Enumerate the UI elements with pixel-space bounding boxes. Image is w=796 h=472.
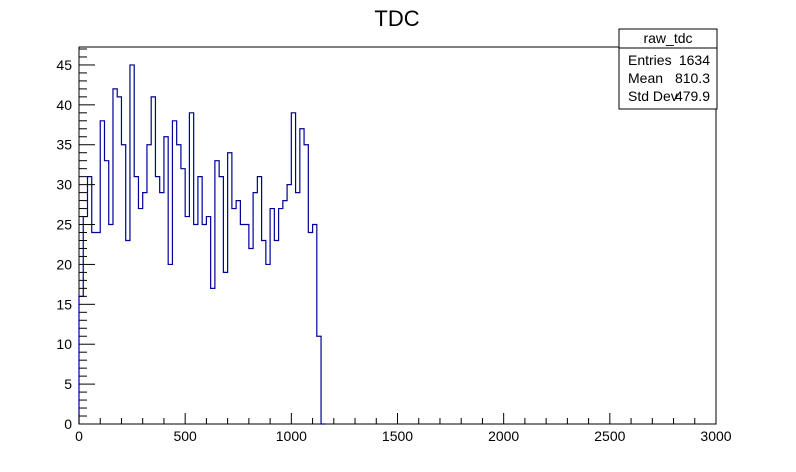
x-tick-label: 3000 [700,428,731,444]
y-tick-label: 5 [64,376,72,392]
stats-box-border [618,28,718,110]
y-tick-label: 25 [56,217,72,233]
y-tick-label: 30 [56,177,72,193]
x-tick-label: 2500 [594,428,625,444]
stats-histogram-name: raw_tdc [643,30,692,46]
stats-std-value: 479.9 [675,88,710,104]
chart-title: TDC [374,6,419,31]
x-tick-label: 1000 [276,428,307,444]
y-tick-label: 0 [64,416,72,432]
y-tick-label: 35 [56,137,72,153]
stats-entries-value: 1634 [679,52,710,68]
y-tick-label: 10 [56,336,72,352]
x-axis: 0 500 1000 1500 2000 2500 3000 [75,413,732,444]
y-tick-label: 40 [56,97,72,113]
x-tick-label: 1500 [382,428,413,444]
y-axis: 0 5 10 15 20 25 30 35 40 45 [56,48,95,432]
x-tick-label: 500 [173,428,197,444]
stats-mean-label: Mean [628,70,663,86]
stats-std-label: Std Dev [628,88,678,104]
y-tick-label: 15 [56,296,72,312]
y-tick-label: 45 [56,57,72,73]
x-tick-label: 0 [75,428,83,444]
stats-box: raw_tdc Entries 1634 Mean 810.3 Std Dev … [618,28,718,110]
histogram-line [78,64,326,425]
stats-mean-value: 810.3 [675,70,710,86]
stats-entries-label: Entries [628,52,672,68]
y-tick-label: 20 [56,256,72,272]
histogram-layer [78,64,326,425]
x-tick-label: 2000 [488,428,519,444]
